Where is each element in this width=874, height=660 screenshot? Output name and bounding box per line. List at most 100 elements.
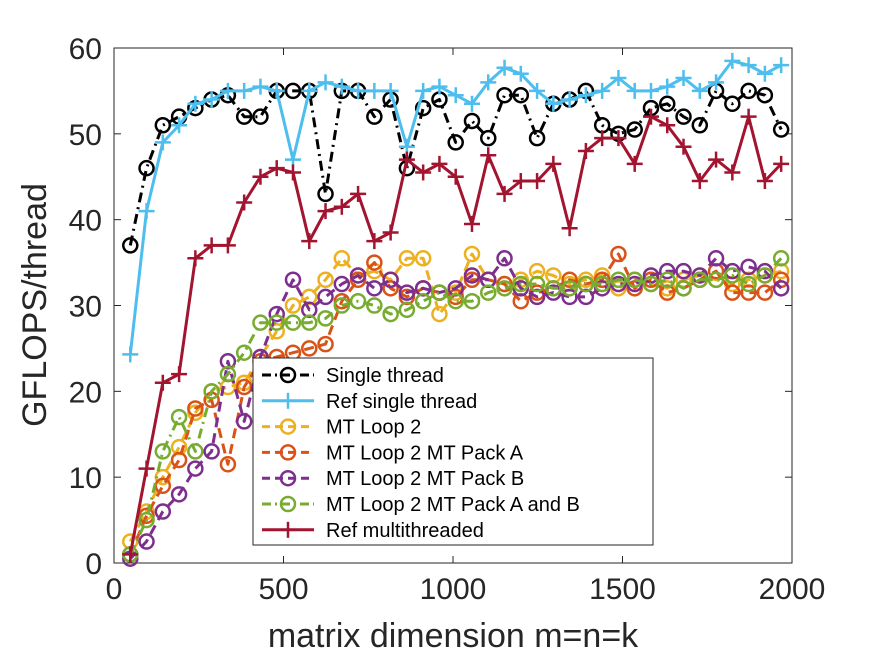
data-point-ref-multithreaded	[219, 237, 236, 254]
data-point-mt-loop-2-mt-pack-b	[203, 443, 220, 460]
data-point-ref-multithreaded	[708, 151, 725, 168]
data-point-ref-single-thread	[171, 117, 188, 134]
data-point-ref-single-thread	[187, 95, 204, 112]
data-point-ref-multithreaded	[284, 164, 301, 181]
data-point-ref-single-thread	[203, 91, 220, 108]
legend-item-single-thread: Single thread	[262, 365, 444, 387]
data-point-ref-single-thread	[691, 82, 708, 99]
data-point-mt-loop-2-mt-pack-b	[707, 250, 725, 267]
data-point-mt-loop-2-mt-pack-b	[317, 288, 334, 306]
data-point-single-thread	[463, 112, 481, 130]
y-tick-label: 40	[69, 205, 102, 238]
data-point-ref-single-thread	[333, 78, 350, 95]
data-point-ref-multithreaded	[659, 117, 676, 134]
data-point-ref-single-thread	[642, 82, 659, 99]
data-point-single-thread	[658, 95, 676, 113]
data-point-mt-loop-2-mt-pack-a-and-b	[463, 292, 481, 310]
data-point-single-thread	[414, 99, 432, 117]
data-point-ref-multithreaded	[496, 185, 513, 202]
data-point-ref-single-thread	[463, 95, 480, 112]
data-point-mt-loop-2-mt-pack-a	[219, 456, 237, 473]
data-point-ref-multithreaded	[252, 168, 269, 185]
data-point-mt-loop-2-mt-pack-b	[187, 460, 204, 477]
data-point-mt-loop-2-mt-pack-a-and-b	[301, 314, 318, 331]
data-point-ref-single-thread	[252, 78, 269, 95]
data-point-ref-multithreaded	[171, 366, 188, 383]
x-tick-label: 1000	[420, 573, 487, 606]
data-point-mt-loop-2-mt-pack-a-and-b	[740, 275, 757, 293]
data-point-mt-loop-2	[414, 250, 432, 267]
data-point-ref-multithreaded	[610, 130, 627, 147]
data-point-mt-loop-2-mt-pack-a-and-b	[138, 511, 155, 529]
legend-box	[252, 357, 654, 546]
data-point-ref-multithreaded	[187, 250, 204, 267]
data-point-ref-multithreaded	[431, 155, 448, 172]
data-point-ref-multithreaded	[138, 460, 155, 477]
data-point-mt-loop-2-mt-pack-a	[187, 400, 204, 417]
legend-label-single-thread: Single thread	[326, 365, 444, 387]
data-point-mt-loop-2	[431, 305, 448, 323]
data-point-mt-loop-2-mt-pack-a-and-b	[382, 305, 399, 323]
data-point-mt-loop-2-mt-pack-a	[382, 280, 399, 297]
data-point-mt-loop-2	[463, 245, 481, 263]
data-point-ref-single-thread	[724, 52, 741, 69]
data-point-mt-loop-2-mt-pack-a-and-b	[675, 280, 692, 297]
series-group	[122, 52, 790, 567]
data-point-mt-loop-2-mt-pack-a-and-b	[187, 443, 204, 460]
data-point-mt-loop-2	[268, 323, 285, 340]
data-point-mt-loop-2-mt-pack-a-and-b	[658, 271, 676, 288]
series-line-mt-loop-2-mt-pack-a	[128, 252, 783, 555]
data-point-mt-loop-2-mt-pack-b	[366, 280, 383, 297]
data-point-mt-loop-2-mt-pack-b	[268, 305, 285, 323]
legend-label-mt-loop-2: MT Loop 2	[326, 417, 421, 439]
data-point-ref-multithreaded	[463, 215, 480, 232]
data-point-ref-single-thread	[236, 82, 253, 99]
data-point-ref-single-thread	[138, 203, 155, 220]
data-point-mt-loop-2-mt-pack-a-and-b	[528, 275, 546, 293]
data-point-single-thread	[496, 86, 513, 104]
series-line-single-thread	[128, 89, 783, 246]
data-point-ref-multithreaded	[480, 147, 497, 164]
data-point-mt-loop-2-mt-pack-a-and-b	[691, 271, 709, 288]
data-point-ref-multithreaded	[268, 160, 285, 177]
data-point-ref-single-thread	[659, 78, 676, 95]
legend-item-mt-loop-2: MT Loop 2	[262, 417, 421, 439]
legend-label-mt-loop-2-mt-pack-a: MT Loop 2 MT Pack A	[326, 442, 524, 464]
y-tick-label: 30	[69, 291, 102, 324]
data-point-single-thread	[740, 82, 757, 100]
data-point-ref-multithreaded	[512, 173, 529, 190]
data-point-mt-loop-2	[398, 250, 416, 267]
data-point-single-thread	[138, 159, 155, 177]
data-point-ref-multithreaded	[724, 164, 741, 181]
data-point-ref-multithreaded	[154, 374, 171, 391]
y-tick-label: 50	[69, 119, 102, 152]
data-point-ref-multithreaded	[415, 164, 432, 181]
data-point-single-thread	[675, 108, 692, 125]
data-point-ref-multithreaded	[675, 138, 692, 155]
data-point-ref-single-thread	[529, 82, 546, 99]
data-point-ref-multithreaded	[756, 173, 773, 190]
data-point-ref-single-thread	[773, 57, 790, 74]
data-point-mt-loop-2-mt-pack-a	[301, 340, 318, 357]
legend: Single thread Ref single thread MT Loop 2 M…	[252, 357, 654, 546]
data-point-mt-loop-2-mt-pack-a-and-b	[154, 443, 172, 460]
data-point-mt-loop-2-mt-pack-a-and-b	[414, 292, 432, 310]
data-point-mt-loop-2	[333, 250, 351, 267]
data-point-ref-single-thread	[545, 95, 562, 112]
legend-label-mt-loop-2-mt-pack-a-and-b: MT Loop 2 MT Pack A and B	[326, 494, 580, 516]
data-point-ref-single-thread	[350, 82, 367, 99]
data-point-mt-loop-2-mt-pack-a	[235, 378, 253, 396]
data-point-mt-loop-2-mt-pack-b	[398, 284, 416, 301]
data-point-mt-loop-2-mt-pack-a-and-b	[496, 280, 513, 297]
data-point-mt-loop-2-mt-pack-a-and-b	[170, 408, 188, 426]
data-point-single-thread	[317, 185, 334, 203]
data-point-mt-loop-2	[317, 271, 334, 288]
data-point-mt-loop-2-mt-pack-b	[284, 271, 302, 288]
legend-label-ref-single-thread: Ref single thread	[326, 391, 477, 413]
data-point-ref-multithreaded	[545, 155, 562, 172]
x-tick-label: 0	[106, 573, 123, 606]
data-point-ref-multithreaded	[301, 233, 318, 250]
data-point-mt-loop-2-mt-pack-b	[675, 262, 692, 280]
data-point-mt-loop-2-mt-pack-a	[366, 254, 383, 271]
data-point-mt-loop-2-mt-pack-b	[170, 486, 188, 503]
